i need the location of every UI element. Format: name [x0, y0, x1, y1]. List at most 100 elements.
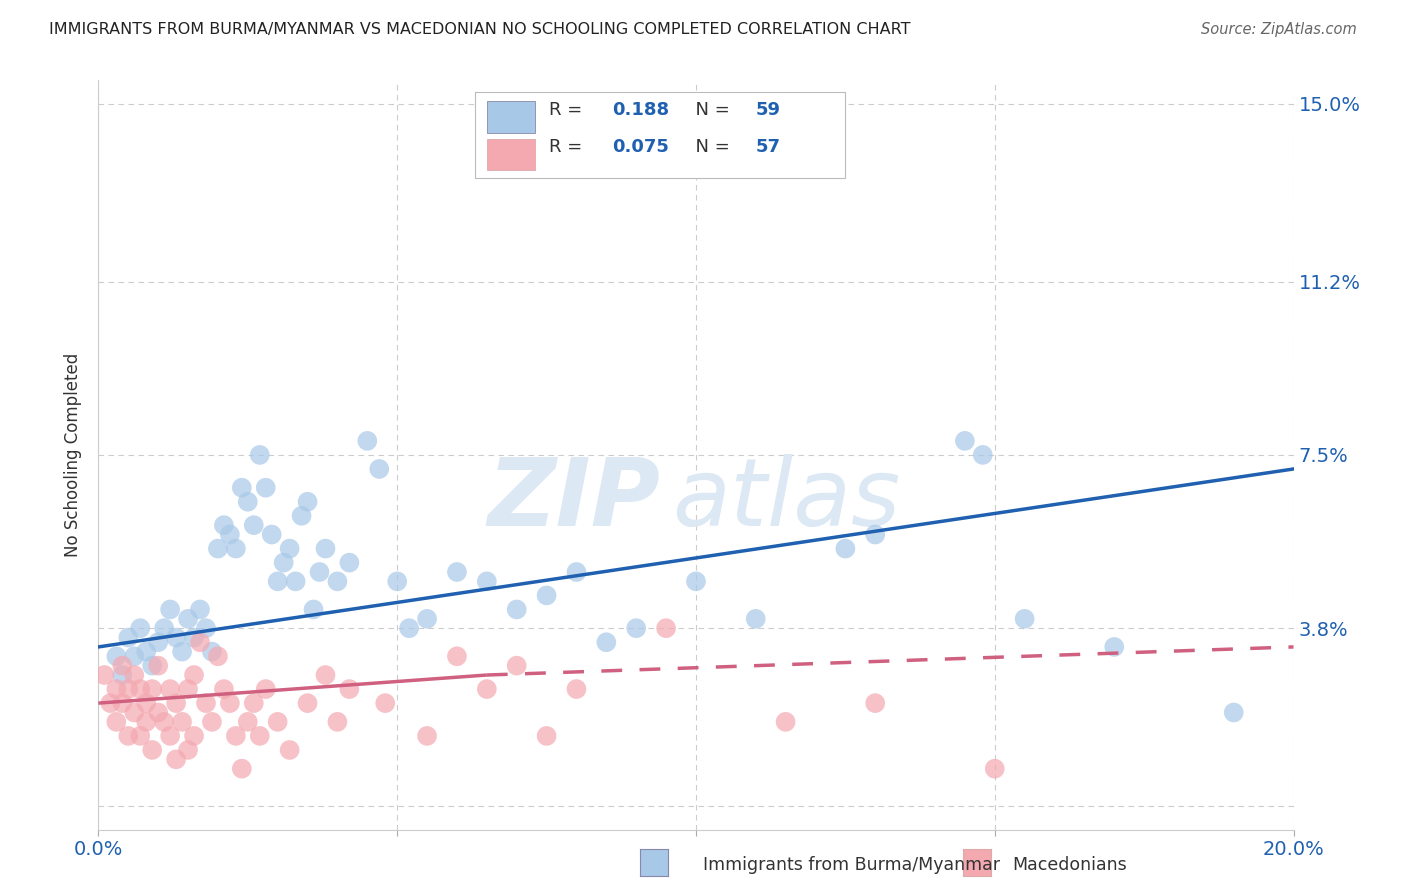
Point — [368, 462, 391, 476]
Point — [595, 635, 617, 649]
Point — [124, 706, 146, 720]
Point — [117, 729, 139, 743]
Point — [475, 574, 498, 589]
Point — [278, 743, 301, 757]
Point — [207, 649, 229, 664]
Point — [254, 681, 277, 696]
Point — [148, 658, 170, 673]
Point — [219, 527, 242, 541]
Point — [775, 714, 797, 729]
Point — [326, 714, 349, 729]
Point — [834, 541, 856, 556]
Point — [1014, 612, 1036, 626]
FancyBboxPatch shape — [486, 139, 534, 170]
Point — [865, 696, 887, 710]
Point — [129, 621, 152, 635]
Text: ZIP: ZIP — [488, 454, 661, 546]
Point — [148, 706, 170, 720]
Point — [339, 681, 361, 696]
Point — [172, 714, 194, 729]
Point — [865, 527, 887, 541]
FancyBboxPatch shape — [486, 102, 534, 133]
Point — [236, 494, 259, 508]
Point — [165, 752, 187, 766]
Point — [446, 649, 468, 664]
Point — [188, 602, 211, 616]
Point — [685, 574, 707, 589]
Text: N =: N = — [685, 102, 735, 120]
Point — [165, 696, 187, 710]
Text: atlas: atlas — [672, 454, 900, 545]
Point — [236, 714, 259, 729]
Point — [105, 649, 128, 664]
Point — [117, 681, 139, 696]
Point — [1104, 640, 1126, 654]
Point — [506, 658, 529, 673]
Point — [231, 481, 253, 495]
Point — [536, 729, 558, 743]
Point — [141, 743, 163, 757]
Point — [249, 729, 271, 743]
Point — [93, 668, 115, 682]
Point — [308, 565, 330, 579]
Text: Immigrants from Burma/Myanmar: Immigrants from Burma/Myanmar — [703, 856, 1000, 874]
Point — [195, 696, 218, 710]
Point — [565, 681, 588, 696]
Point — [111, 696, 134, 710]
Point — [183, 631, 205, 645]
Point — [98, 696, 122, 710]
Point — [117, 631, 139, 645]
Point — [953, 434, 976, 448]
Point — [356, 434, 378, 448]
Point — [225, 541, 247, 556]
Point — [278, 541, 301, 556]
Point — [315, 668, 337, 682]
Text: IMMIGRANTS FROM BURMA/MYANMAR VS MACEDONIAN NO SCHOOLING COMPLETED CORRELATION C: IMMIGRANTS FROM BURMA/MYANMAR VS MACEDON… — [49, 22, 911, 37]
Point — [105, 714, 128, 729]
Point — [177, 681, 200, 696]
Point — [141, 681, 163, 696]
Point — [475, 681, 498, 696]
FancyBboxPatch shape — [475, 92, 845, 178]
Point — [183, 668, 205, 682]
Point — [972, 448, 994, 462]
Point — [195, 621, 218, 635]
Point — [129, 729, 152, 743]
Point — [225, 729, 247, 743]
Point — [219, 696, 242, 710]
Point — [315, 541, 337, 556]
Point — [249, 448, 271, 462]
Point — [506, 602, 529, 616]
Point — [141, 658, 163, 673]
Point — [172, 644, 194, 658]
Point — [297, 696, 319, 710]
Point — [254, 481, 277, 495]
Point — [267, 714, 290, 729]
Point — [745, 612, 768, 626]
Point — [291, 508, 314, 523]
Point — [135, 714, 157, 729]
Point — [129, 681, 152, 696]
Text: Source: ZipAtlas.com: Source: ZipAtlas.com — [1201, 22, 1357, 37]
Point — [243, 696, 266, 710]
Text: R =: R = — [548, 138, 588, 156]
Point — [212, 681, 235, 696]
Point — [153, 621, 176, 635]
Text: 57: 57 — [756, 138, 780, 156]
Text: 0.075: 0.075 — [613, 138, 669, 156]
Point — [188, 635, 211, 649]
Point — [273, 556, 295, 570]
Point — [536, 589, 558, 603]
Point — [111, 668, 134, 682]
Point — [135, 644, 157, 658]
Point — [135, 696, 157, 710]
Point — [446, 565, 468, 579]
Point — [1223, 706, 1246, 720]
Text: 0.188: 0.188 — [613, 102, 669, 120]
Point — [183, 729, 205, 743]
Point — [565, 565, 588, 579]
Point — [243, 518, 266, 533]
Point — [326, 574, 349, 589]
Text: R =: R = — [548, 102, 588, 120]
Point — [416, 612, 439, 626]
